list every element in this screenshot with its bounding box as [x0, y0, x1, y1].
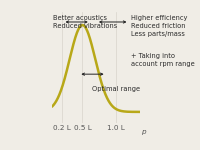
Text: Higher efficiency
Reduced friction
Less parts/mass: Higher efficiency Reduced friction Less …	[131, 15, 188, 37]
Text: p: p	[141, 129, 146, 135]
Text: Optimal range: Optimal range	[92, 86, 141, 92]
Text: + Taking into
account rpm range: + Taking into account rpm range	[131, 53, 195, 67]
Text: Better acoustics
Reduced vibrations: Better acoustics Reduced vibrations	[53, 15, 117, 29]
